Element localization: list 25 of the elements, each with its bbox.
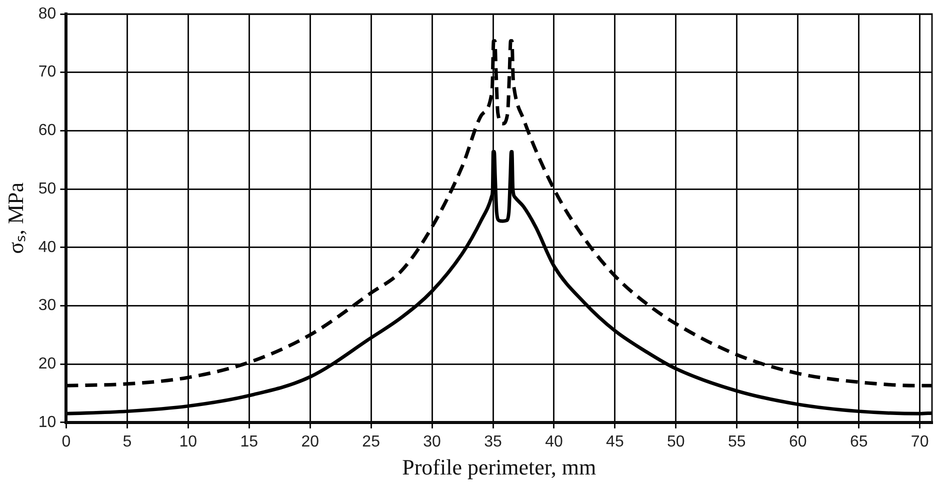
y-tick-label: 20 [38, 355, 56, 372]
x-tick-label: 45 [606, 433, 624, 450]
x-tick-label: 0 [62, 433, 71, 450]
x-tick-label: 55 [728, 433, 746, 450]
x-tick-label: 65 [850, 433, 868, 450]
y-tick-label: 30 [38, 297, 56, 314]
y-tick-label: 70 [38, 64, 56, 81]
x-tick-label: 10 [179, 433, 198, 450]
y-tick-label: 40 [38, 238, 56, 256]
x-tick-label: 60 [788, 433, 807, 450]
x-tick-label: 5 [122, 433, 132, 450]
y-tick-label: 80 [38, 5, 56, 22]
y-tick-label: 50 [38, 180, 56, 198]
x-tick-label: 40 [545, 433, 563, 450]
x-tick-label: 30 [423, 433, 442, 450]
y-axis-title: σₛ, MPa [2, 182, 28, 254]
x-tick-label: 25 [362, 433, 380, 450]
x-axis-title: Profile perimeter, mm [402, 454, 596, 480]
x-tick-label: 70 [910, 433, 929, 450]
y-tick-label: 60 [38, 122, 56, 140]
y-tick-label: 10 [38, 414, 56, 431]
x-tick-label: 15 [240, 433, 258, 450]
x-tick-label: 50 [667, 433, 685, 450]
x-tick-label: 35 [484, 433, 502, 450]
x-tick-label: 20 [301, 433, 320, 450]
